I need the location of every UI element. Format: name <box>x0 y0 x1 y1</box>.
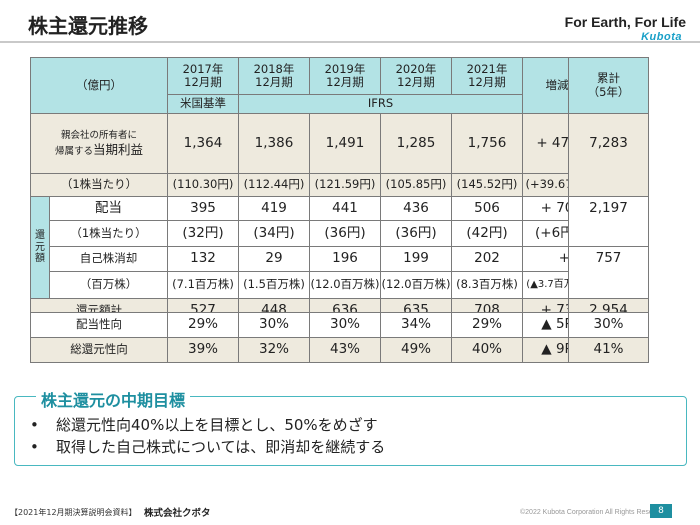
year-label: 2020年 <box>395 61 437 76</box>
dividend-label: 配当 <box>49 196 168 221</box>
profit-value: 1,364 <box>167 113 239 174</box>
total-payout-ratio-label: 総還元性向 <box>30 337 168 363</box>
payout-ratio: 30% <box>238 312 310 338</box>
payout-ratio-cumulative: 30% <box>568 312 649 338</box>
ifrs-label: IFRS <box>238 94 523 114</box>
profit-per-share: (145.52円) <box>451 173 523 197</box>
us-gaap-label: 米国基準 <box>167 94 239 114</box>
profit-value: 1,491 <box>309 113 381 174</box>
goal-box <box>14 396 687 466</box>
period-label: 12月期 <box>326 75 364 89</box>
profit-label-main: 帰属する当期利益 <box>54 142 144 157</box>
buyback-shares: (12.0百万株) <box>309 271 381 299</box>
payout-ratio: 30% <box>309 312 381 338</box>
company-logo: 株式会社クボタ <box>144 508 211 519</box>
tagline: For Earth, For Life <box>564 14 686 30</box>
buyback-value: 202 <box>451 246 523 272</box>
profit-per-share: (110.30円) <box>167 173 239 197</box>
ratio-cumulative-table: 30% 41% <box>568 312 649 363</box>
year-label: 2018年 <box>253 61 295 76</box>
buyback-shares: (1.5百万株) <box>238 271 310 299</box>
year-label: 2021年 <box>466 61 508 76</box>
dividend-per-share: (42円) <box>451 220 523 247</box>
cumulative-header: 累計 （5年） <box>568 57 649 114</box>
period-label: 12月期 <box>397 75 435 89</box>
goal-title: 株主還元の中期目標 <box>36 387 191 411</box>
goal-text: 総還元性向40%以上を目標とし、50%をめざす <box>56 416 378 434</box>
year-header-2018: 2018年 12月期 <box>238 57 310 95</box>
goal-text: 取得した自己株式については、即消却を継続する <box>56 438 386 456</box>
total-payout-ratio: 49% <box>380 337 452 363</box>
profit-value: 1,285 <box>380 113 452 174</box>
goal-list: • 総還元性向40%以上を目標とし、50%をめざす • 取得した自己株式については、… <box>30 414 385 458</box>
page-title: 株主還元推移 <box>28 14 148 38</box>
total-payout-ratio: 43% <box>309 337 381 363</box>
dividend-value: 441 <box>309 196 381 221</box>
copyright: ©2022 Kubota Corporation All Rights Rese… <box>520 509 669 516</box>
payout-ratio: 29% <box>451 312 523 338</box>
dividend-per-share-label: （1株当たり） <box>49 220 168 247</box>
period-label: 12月期 <box>184 75 222 89</box>
year-label: 2017年 <box>182 61 224 76</box>
period-label: 12月期 <box>255 75 293 89</box>
return-group-label: 還元額 <box>30 196 50 299</box>
dividend-per-share: (36円) <box>309 220 381 247</box>
profit-per-share: (105.85円) <box>380 173 452 197</box>
year-header-2020: 2020年 12月期 <box>380 57 452 95</box>
profit-cumulative: 7,283 <box>568 113 649 197</box>
profit-per-share: (112.44円) <box>238 173 310 197</box>
dividend-value: 419 <box>238 196 310 221</box>
dividend-value: 506 <box>451 196 523 221</box>
buyback-shares-label: （百万株） <box>49 271 168 299</box>
footer-note: 【2021年12月期決算説明会資料】 <box>10 508 137 517</box>
year-header-2019: 2019年 12月期 <box>309 57 381 95</box>
buyback-value: 199 <box>380 246 452 272</box>
page-number: 8 <box>650 504 672 518</box>
period-label: 12月期 <box>468 75 506 89</box>
buyback-shares: (8.3百万株) <box>451 271 523 299</box>
payout-ratio: 34% <box>380 312 452 338</box>
list-item: • 取得した自己株式については、即消却を継続する <box>30 436 385 458</box>
unit-label: （億円） <box>30 57 168 114</box>
profit-label: 親会社の所有者に 帰属する当期利益 <box>30 113 168 174</box>
dividend-cumulative: 2,197 <box>568 196 649 247</box>
year-label: 2019年 <box>324 61 366 76</box>
kubota-logo: Kubota <box>641 31 682 43</box>
buyback-label: 自己株消却 <box>49 246 168 272</box>
total-payout-ratio-cumulative: 41% <box>568 337 649 363</box>
dividend-value: 395 <box>167 196 239 221</box>
bullet-icon: • <box>30 416 39 434</box>
profit-per-share-label: （1株当たり） <box>30 173 168 197</box>
profit-label-small: 親会社の所有者に <box>60 129 137 141</box>
buyback-value: 29 <box>238 246 310 272</box>
dividend-per-share: (34円) <box>238 220 310 247</box>
year-header-2017: 2017年 12月期 <box>167 57 239 95</box>
buyback-shares: (12.0百万株) <box>380 271 452 299</box>
payout-ratio-label: 配当性向 <box>30 312 168 338</box>
total-payout-ratio: 39% <box>167 337 239 363</box>
buyback-value: 196 <box>309 246 381 272</box>
buyback-shares: (7.1百万株) <box>167 271 239 299</box>
total-payout-ratio: 40% <box>451 337 523 363</box>
payout-ratio: 29% <box>167 312 239 338</box>
buyback-value: 132 <box>167 246 239 272</box>
bullet-icon: • <box>30 438 39 456</box>
dividend-per-share: (32円) <box>167 220 239 247</box>
profit-value: 1,756 <box>451 113 523 174</box>
title-underline <box>0 41 700 43</box>
profit-per-share: (121.59円) <box>309 173 381 197</box>
profit-value: 1,386 <box>238 113 310 174</box>
ratio-table: 配当性向 29% 30% 30% 34% 29% ▲ 5P 総還元性向 39% … <box>30 312 592 363</box>
dividend-value: 436 <box>380 196 452 221</box>
return-table: （億円） 2017年 12月期 2018年 12月期 2019年 12月期 2020年… <box>30 57 592 323</box>
year-header-2021: 2021年 12月期 <box>451 57 523 95</box>
total-payout-ratio: 32% <box>238 337 310 363</box>
buyback-cumulative: 757 <box>568 246 649 299</box>
dividend-per-share: (36円) <box>380 220 452 247</box>
cumulative-table: 累計 （5年） 7,283 2,197 757 2,954 <box>568 57 649 323</box>
list-item: • 総還元性向40%以上を目標とし、50%をめざす <box>30 414 385 436</box>
